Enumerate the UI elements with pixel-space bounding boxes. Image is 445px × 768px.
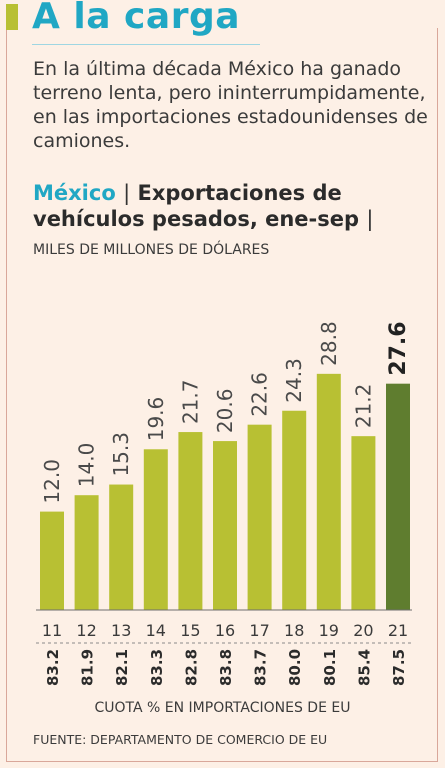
source-note: FUENTE: DEPARTAMENTO DE COMERCIO DE EU <box>33 732 328 747</box>
page-title: A la carga <box>32 0 241 37</box>
frame-border <box>6 28 438 762</box>
value-label-11: 12.0 <box>40 459 64 504</box>
value-label-20: 21.2 <box>351 384 375 429</box>
value-label-19: 28.8 <box>317 321 341 366</box>
value-label-16: 20.6 <box>213 389 237 434</box>
chart-heading-separator-2: | <box>366 207 374 231</box>
x-tick-15: 15 <box>180 621 200 640</box>
share-value-11: 83.2 <box>44 649 62 686</box>
share-value-17: 83.7 <box>252 649 270 686</box>
x-tick-17: 17 <box>249 621 269 640</box>
title-divider <box>32 44 260 45</box>
bar-11 <box>40 511 64 610</box>
share-value-16: 83.8 <box>217 649 235 686</box>
bar-16 <box>213 441 237 610</box>
value-label-21: 27.6 <box>386 321 411 375</box>
x-tick-12: 12 <box>76 621 96 640</box>
chart-heading-title: Exportaciones de vehículos pesados, ene-… <box>33 181 360 231</box>
chart-heading-country: México <box>33 181 116 205</box>
intro-text: En la última década México ha ganado ter… <box>33 58 428 152</box>
chart-heading: México | Exportaciones de vehículos pesa… <box>33 180 433 232</box>
chart-heading-separator-1: | <box>123 181 131 205</box>
x-tick-21: 21 <box>388 621 408 640</box>
x-tick-18: 18 <box>284 621 304 640</box>
title-accent-bar <box>6 4 18 30</box>
share-value-12: 81.9 <box>79 649 97 686</box>
share-value-15: 82.8 <box>182 649 200 686</box>
bar-21 <box>386 383 410 610</box>
share-value-21: 87.5 <box>390 649 408 686</box>
x-tick-11: 11 <box>42 621 62 640</box>
bar-15 <box>178 432 203 610</box>
value-label-12: 14.0 <box>75 443 99 488</box>
value-label-13: 15.3 <box>109 432 133 477</box>
x-tick-20: 20 <box>353 621 373 640</box>
bar-14 <box>143 449 168 610</box>
share-value-19: 80.1 <box>321 649 339 686</box>
value-label-18: 24.3 <box>282 358 306 403</box>
share-value-20: 85.4 <box>355 649 373 686</box>
share-value-18: 80.0 <box>286 649 304 686</box>
chart-unit: MILES DE MILLONES DE DÓLARES <box>33 242 270 258</box>
value-label-15: 21.7 <box>178 380 202 425</box>
value-label-14: 19.6 <box>144 397 168 442</box>
bar-17 <box>247 424 272 610</box>
bar-19 <box>316 373 341 610</box>
bar-20 <box>351 436 376 610</box>
bar-18 <box>282 410 307 610</box>
x-tick-16: 16 <box>215 621 235 640</box>
bar-chart: 12.0 11 83.2 14.0 12 81.9 15.3 13 82.1 19.6 14 83.3… <box>36 321 412 686</box>
x-tick-14: 14 <box>146 621 166 640</box>
x-tick-13: 13 <box>111 621 131 640</box>
bar-12 <box>74 495 99 610</box>
x-tick-19: 19 <box>319 621 339 640</box>
share-row-title: CUOTA % EN IMPORTACIONES DE EU <box>94 700 351 716</box>
share-value-13: 82.1 <box>113 649 131 686</box>
value-label-17: 22.6 <box>248 372 272 417</box>
bar-13 <box>109 484 134 610</box>
share-value-14: 83.3 <box>148 649 166 686</box>
